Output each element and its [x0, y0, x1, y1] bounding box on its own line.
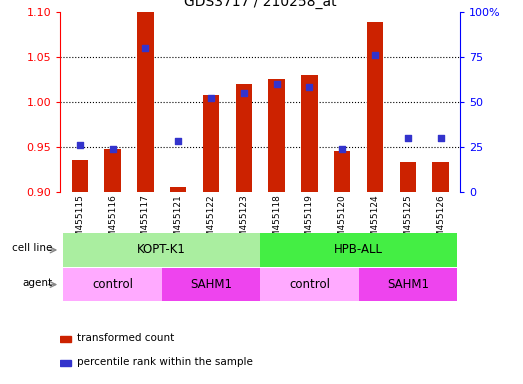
Text: KOPT-K1: KOPT-K1 — [138, 243, 186, 257]
Text: percentile rank within the sample: percentile rank within the sample — [77, 358, 253, 367]
Bar — [105, 149, 121, 192]
Bar — [170, 187, 186, 192]
Bar — [433, 162, 449, 192]
Bar — [334, 151, 350, 192]
Point — [404, 135, 412, 141]
Point — [174, 138, 183, 144]
Text: control: control — [92, 278, 133, 291]
Text: HPB-ALL: HPB-ALL — [334, 243, 383, 257]
Bar — [367, 22, 383, 192]
Bar — [235, 84, 252, 192]
Title: GDS3717 / 210258_at: GDS3717 / 210258_at — [184, 0, 336, 9]
Text: SAHM1: SAHM1 — [190, 278, 232, 291]
Text: GSM455116: GSM455116 — [108, 194, 117, 249]
Text: SAHM1: SAHM1 — [387, 278, 429, 291]
Point — [272, 81, 281, 87]
Text: GSM455115: GSM455115 — [75, 194, 84, 249]
Text: GSM455122: GSM455122 — [207, 194, 215, 249]
Point — [338, 146, 346, 152]
Text: transformed count: transformed count — [77, 333, 174, 343]
Text: control: control — [289, 278, 330, 291]
Point — [371, 52, 379, 58]
Point — [108, 146, 117, 152]
Bar — [72, 161, 88, 192]
Bar — [203, 96, 219, 192]
Text: agent: agent — [22, 278, 52, 288]
Point — [207, 95, 215, 101]
Bar — [60, 361, 71, 366]
Text: GSM455119: GSM455119 — [305, 194, 314, 249]
Bar — [268, 79, 285, 192]
Text: GSM455121: GSM455121 — [174, 194, 183, 249]
Text: GSM455124: GSM455124 — [370, 194, 380, 249]
Text: GSM455118: GSM455118 — [272, 194, 281, 249]
Point — [305, 84, 314, 90]
Text: cell line: cell line — [12, 243, 52, 253]
Bar — [301, 75, 317, 192]
Bar — [60, 336, 71, 341]
Text: GSM455117: GSM455117 — [141, 194, 150, 249]
Bar — [137, 12, 154, 192]
Bar — [400, 162, 416, 192]
Point — [436, 135, 445, 141]
Point — [240, 90, 248, 96]
Text: GSM455126: GSM455126 — [436, 194, 445, 249]
Point — [76, 142, 84, 148]
Point — [141, 45, 150, 51]
Text: GSM455125: GSM455125 — [403, 194, 412, 249]
Text: GSM455123: GSM455123 — [240, 194, 248, 249]
Text: GSM455120: GSM455120 — [338, 194, 347, 249]
